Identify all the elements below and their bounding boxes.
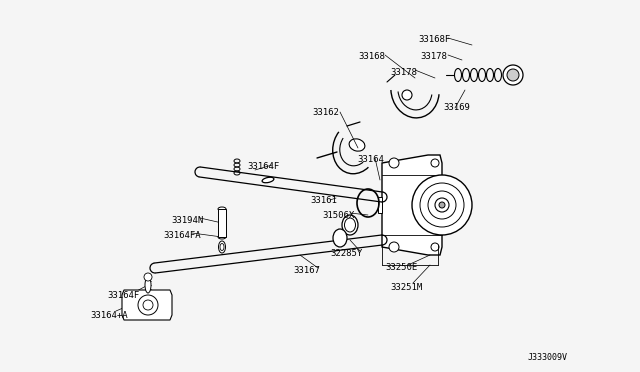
Text: 33164F: 33164F [247, 162, 279, 171]
Ellipse shape [218, 241, 225, 253]
Circle shape [144, 273, 152, 281]
Text: 33251M: 33251M [390, 283, 422, 292]
Circle shape [428, 191, 456, 219]
Text: 33164FA: 33164FA [163, 231, 200, 240]
Text: 33162: 33162 [312, 108, 339, 117]
Circle shape [143, 300, 153, 310]
Circle shape [435, 198, 449, 212]
Text: 33164: 33164 [357, 155, 384, 164]
Text: 33169: 33169 [443, 103, 470, 112]
Circle shape [439, 202, 445, 208]
Ellipse shape [349, 139, 365, 151]
Circle shape [402, 90, 412, 100]
Circle shape [389, 158, 399, 168]
Text: 33164F: 33164F [107, 291, 140, 300]
Text: 33161: 33161 [310, 196, 337, 205]
Ellipse shape [262, 177, 274, 183]
Text: 33164+A: 33164+A [90, 311, 127, 320]
Text: 33178: 33178 [420, 52, 447, 61]
Circle shape [431, 243, 439, 251]
Text: 33168F: 33168F [418, 35, 451, 44]
Text: 33178: 33178 [390, 68, 417, 77]
Text: 33250E: 33250E [385, 263, 417, 272]
Ellipse shape [218, 235, 226, 239]
Circle shape [431, 159, 439, 167]
Circle shape [389, 242, 399, 252]
Ellipse shape [220, 244, 224, 250]
Circle shape [138, 295, 158, 315]
Polygon shape [122, 290, 172, 320]
Circle shape [412, 175, 472, 235]
Ellipse shape [218, 207, 226, 211]
Circle shape [503, 65, 523, 85]
Text: J333009V: J333009V [528, 353, 568, 362]
Ellipse shape [342, 215, 358, 235]
Text: 32285Y: 32285Y [330, 249, 362, 258]
Ellipse shape [145, 277, 151, 293]
Text: 33194N: 33194N [171, 216, 204, 225]
Ellipse shape [344, 218, 355, 232]
Circle shape [420, 183, 464, 227]
Bar [218, 209, 226, 237]
Text: 33168: 33168 [358, 52, 385, 61]
Text: 33167: 33167 [293, 266, 320, 275]
Polygon shape [378, 197, 382, 213]
Ellipse shape [333, 229, 347, 247]
Circle shape [507, 69, 519, 81]
Text: 31506X: 31506X [322, 211, 355, 220]
Polygon shape [382, 155, 442, 255]
